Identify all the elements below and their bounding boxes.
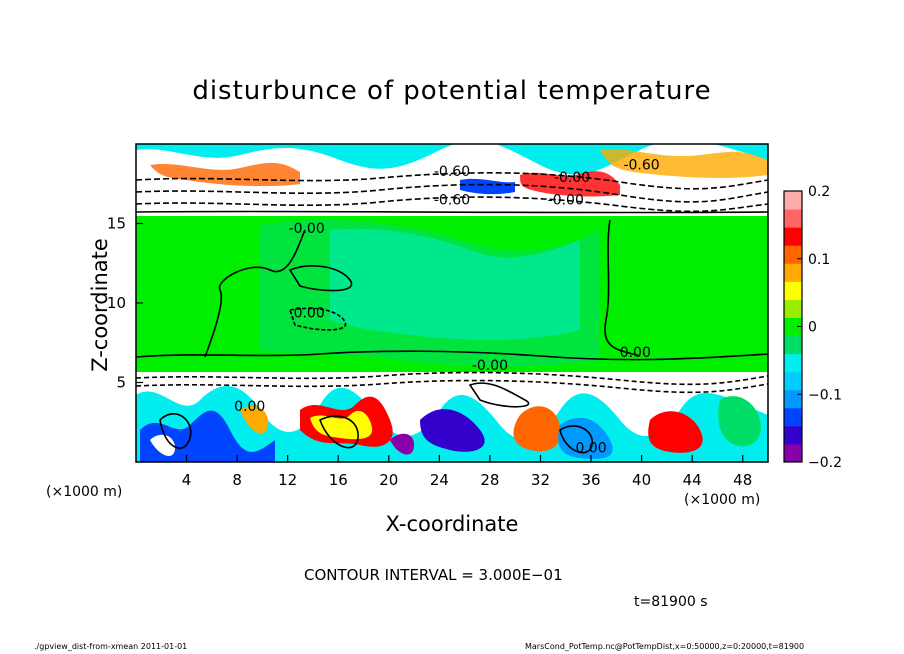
colorbar-swatch: [784, 281, 802, 300]
contour-label: 0.00: [575, 440, 606, 456]
x-unit-left: (×1000 m): [46, 484, 123, 500]
x-tick-label: 44: [683, 471, 702, 489]
x-unit-right: (×1000 m): [684, 492, 761, 508]
colorbar-tick-label: −0.2: [808, 455, 842, 471]
x-tick-label: 16: [329, 471, 348, 489]
colorbar-tick-label: 0: [808, 320, 817, 336]
contour-interval: CONTOUR INTERVAL = 3.000E−01: [304, 566, 563, 584]
footer-left: ./gpview_dist-from-xmean 2011-01-01: [34, 642, 188, 651]
contour-label: -0.00: [554, 170, 590, 186]
heatmap-field: [136, 144, 768, 462]
colorbar-swatch: [784, 209, 802, 228]
colorbar-swatch: [784, 371, 802, 391]
colorbar-tick-label: 0.2: [808, 184, 830, 200]
contour-label: -0.60: [623, 157, 659, 173]
colorbar-swatch: [784, 191, 802, 210]
colorbar-tick-label: −0.1: [808, 387, 842, 403]
y-tick-label: 5: [116, 374, 126, 392]
contour-label: -0.60: [434, 164, 470, 180]
x-axis-label: X-coordinate: [385, 512, 519, 536]
x-ticks: 4 8 12 16 20 24 28 32 36 40 44 48: [182, 455, 752, 489]
contour-labels: -0.00 0.00 -0.00 0.00 0.00 0.00 -0.60 -0.00 -0.6…: [234, 157, 660, 456]
colorbar-swatch: [784, 335, 802, 355]
chart-title: disturbunce of potential temperature: [192, 76, 712, 106]
x-tick-label: 12: [278, 471, 297, 489]
x-tick-label: 20: [379, 471, 398, 489]
x-tick-label: 32: [531, 471, 550, 489]
colorbar-swatch: [784, 389, 802, 409]
x-tick-label: 24: [430, 471, 449, 489]
contour-label: 0.00: [294, 305, 325, 321]
contour-label: 0.00: [234, 399, 265, 415]
colorbar-swatch: [784, 407, 802, 427]
contour-label: 0.00: [620, 345, 651, 361]
colorbar-swatch: [784, 443, 802, 463]
contour-label: -0.00: [548, 192, 584, 208]
colorbar-swatch: [784, 425, 802, 445]
x-tick-label: 40: [632, 471, 651, 489]
colorbar-swatch: [784, 263, 802, 282]
colorbar-swatch: [784, 227, 802, 246]
contour-label: -0.00: [472, 358, 508, 374]
x-tick-label: 8: [232, 471, 242, 489]
colorbar-swatch: [784, 317, 802, 337]
colorbar: 0.2 0.1 0 −0.1 −0.2: [783, 184, 842, 471]
contour-label: -0.60: [434, 192, 470, 208]
x-tick-label: 4: [182, 471, 192, 489]
colorbar-tick-label: 0.1: [808, 252, 830, 268]
contour-label: -0.00: [289, 221, 325, 237]
colorbar-swatch: [784, 245, 802, 264]
y-tick-label: 15: [107, 215, 126, 233]
time-label: t=81900 s: [634, 594, 708, 610]
colorbar-swatch: [784, 299, 802, 318]
x-tick-label: 36: [581, 471, 600, 489]
footer-right: MarsCond_PotTemp.nc@PotTempDist,x=0:5000…: [525, 642, 805, 651]
x-tick-label: 48: [733, 471, 752, 489]
y-tick-label: 10: [107, 294, 126, 312]
colorbar-swatch: [784, 353, 802, 373]
y-ticks: 5 10 15: [107, 215, 143, 392]
x-tick-label: 28: [480, 471, 499, 489]
